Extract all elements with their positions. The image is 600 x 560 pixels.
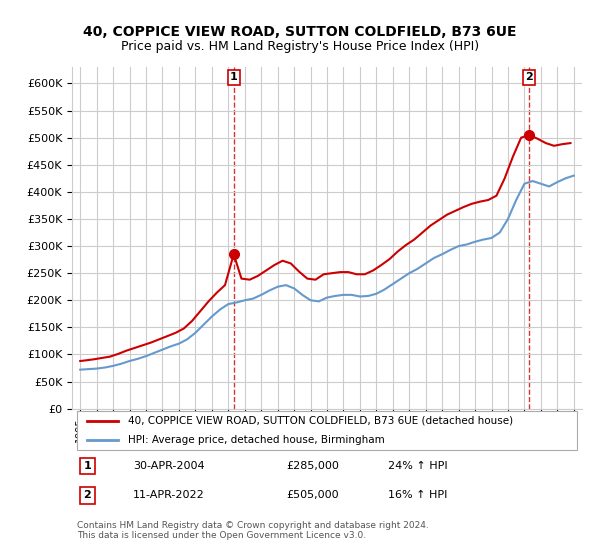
Text: 2: 2: [83, 491, 91, 501]
Text: 40, COPPICE VIEW ROAD, SUTTON COLDFIELD, B73 6UE (detached house): 40, COPPICE VIEW ROAD, SUTTON COLDFIELD,…: [128, 416, 513, 426]
Text: 30-APR-2004: 30-APR-2004: [133, 461, 205, 471]
Text: Contains HM Land Registry data © Crown copyright and database right 2024.
This d: Contains HM Land Registry data © Crown c…: [77, 521, 429, 540]
Text: HPI: Average price, detached house, Birmingham: HPI: Average price, detached house, Birm…: [128, 435, 385, 445]
Text: 11-APR-2022: 11-APR-2022: [133, 491, 205, 501]
FancyBboxPatch shape: [77, 411, 577, 450]
Text: £285,000: £285,000: [286, 461, 339, 471]
Text: 40, COPPICE VIEW ROAD, SUTTON COLDFIELD, B73 6UE: 40, COPPICE VIEW ROAD, SUTTON COLDFIELD,…: [83, 25, 517, 39]
Text: £505,000: £505,000: [286, 491, 339, 501]
Text: Price paid vs. HM Land Registry's House Price Index (HPI): Price paid vs. HM Land Registry's House …: [121, 40, 479, 53]
Text: 2: 2: [525, 72, 533, 82]
Text: 24% ↑ HPI: 24% ↑ HPI: [388, 461, 448, 471]
Text: 16% ↑ HPI: 16% ↑ HPI: [388, 491, 448, 501]
Text: 1: 1: [230, 72, 238, 82]
Text: 1: 1: [83, 461, 91, 471]
